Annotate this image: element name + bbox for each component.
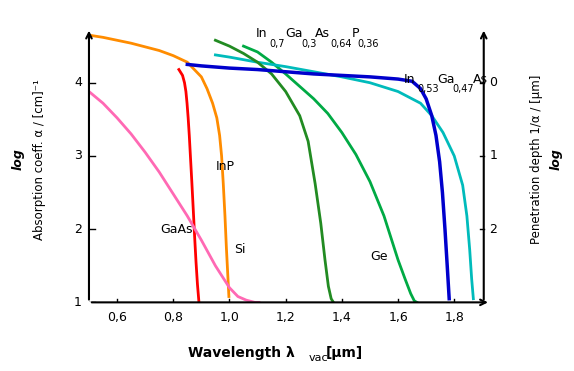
- Text: 1,6: 1,6: [388, 311, 408, 324]
- Text: Ge: Ge: [370, 250, 387, 263]
- Text: P: P: [352, 27, 359, 40]
- Text: 0,6: 0,6: [107, 311, 127, 324]
- Text: 0: 0: [490, 76, 497, 89]
- Text: Ga: Ga: [286, 27, 303, 40]
- Text: 1: 1: [74, 296, 82, 309]
- Text: 3: 3: [74, 150, 82, 162]
- Text: InP: InP: [216, 160, 235, 173]
- Text: As: As: [474, 73, 488, 86]
- Text: vac: vac: [309, 353, 328, 363]
- Text: 1,2: 1,2: [276, 311, 296, 324]
- Text: 0,8: 0,8: [163, 311, 183, 324]
- Text: In: In: [404, 73, 415, 86]
- Text: Ga: Ga: [437, 73, 455, 86]
- Text: GaAs: GaAs: [161, 223, 193, 236]
- Text: Absorption coeff. α / [cm]⁻¹: Absorption coeff. α / [cm]⁻¹: [33, 79, 45, 240]
- Text: [µm]: [µm]: [326, 346, 363, 360]
- Text: log: log: [12, 149, 25, 170]
- Text: 0,64: 0,64: [331, 39, 352, 49]
- Text: In: In: [256, 27, 267, 40]
- Text: Si: Si: [234, 243, 245, 256]
- Text: 1: 1: [490, 150, 497, 162]
- Text: 0,3: 0,3: [302, 39, 317, 49]
- Text: Wavelength λ: Wavelength λ: [188, 346, 294, 360]
- Text: 4: 4: [74, 76, 82, 89]
- Text: 2: 2: [74, 223, 82, 236]
- Text: Penetration depth 1/α / [µm]: Penetration depth 1/α / [µm]: [530, 75, 543, 244]
- Text: 0,47: 0,47: [453, 84, 475, 94]
- Text: 2: 2: [490, 223, 497, 236]
- Text: 1,0: 1,0: [219, 311, 239, 324]
- Text: 0,7: 0,7: [270, 39, 285, 49]
- Text: log: log: [549, 149, 562, 170]
- Text: As: As: [315, 27, 330, 40]
- Text: 0,53: 0,53: [417, 84, 439, 94]
- Text: 1,8: 1,8: [444, 311, 464, 324]
- Text: 0,36: 0,36: [358, 39, 379, 49]
- Text: 1,4: 1,4: [332, 311, 352, 324]
